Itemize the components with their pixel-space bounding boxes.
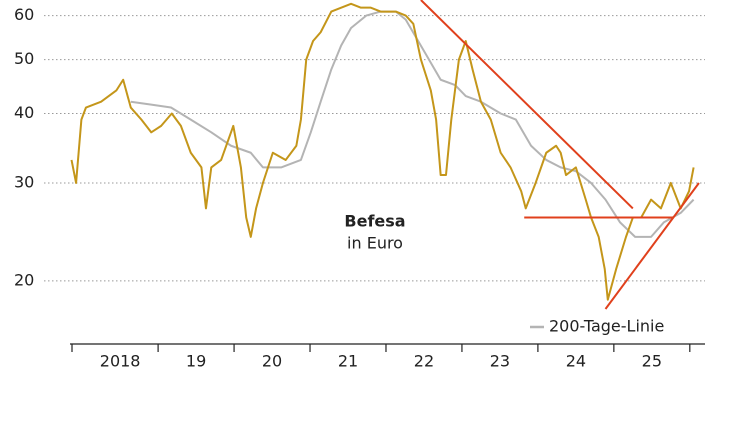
- x-tick-label: 21: [338, 352, 358, 371]
- y-tick-label: 60: [14, 5, 34, 24]
- y-tick-label: 40: [14, 103, 34, 122]
- y-tick-label: 20: [14, 270, 34, 289]
- series-line: [70, 2, 695, 301]
- trendline: [604, 182, 700, 310]
- annotation-title: Befesa: [344, 212, 405, 231]
- x-tick-label: 22: [414, 352, 434, 371]
- x-tick-label: 20: [262, 352, 282, 371]
- y-tick-label: 50: [14, 49, 34, 68]
- y-tick-label: 30: [14, 172, 34, 191]
- annotation-unit: in Euro: [347, 234, 403, 253]
- x-tick-label: 25: [642, 352, 662, 371]
- x-tick-label: 24: [566, 352, 586, 371]
- legend-label: 200-Tage-Linie: [549, 317, 664, 336]
- trendline: [420, 0, 634, 210]
- x-tick-label: 23: [490, 352, 510, 371]
- x-tick-label: 19: [186, 352, 206, 371]
- x-tick-label: 2018: [100, 352, 141, 371]
- series-line: [130, 10, 695, 238]
